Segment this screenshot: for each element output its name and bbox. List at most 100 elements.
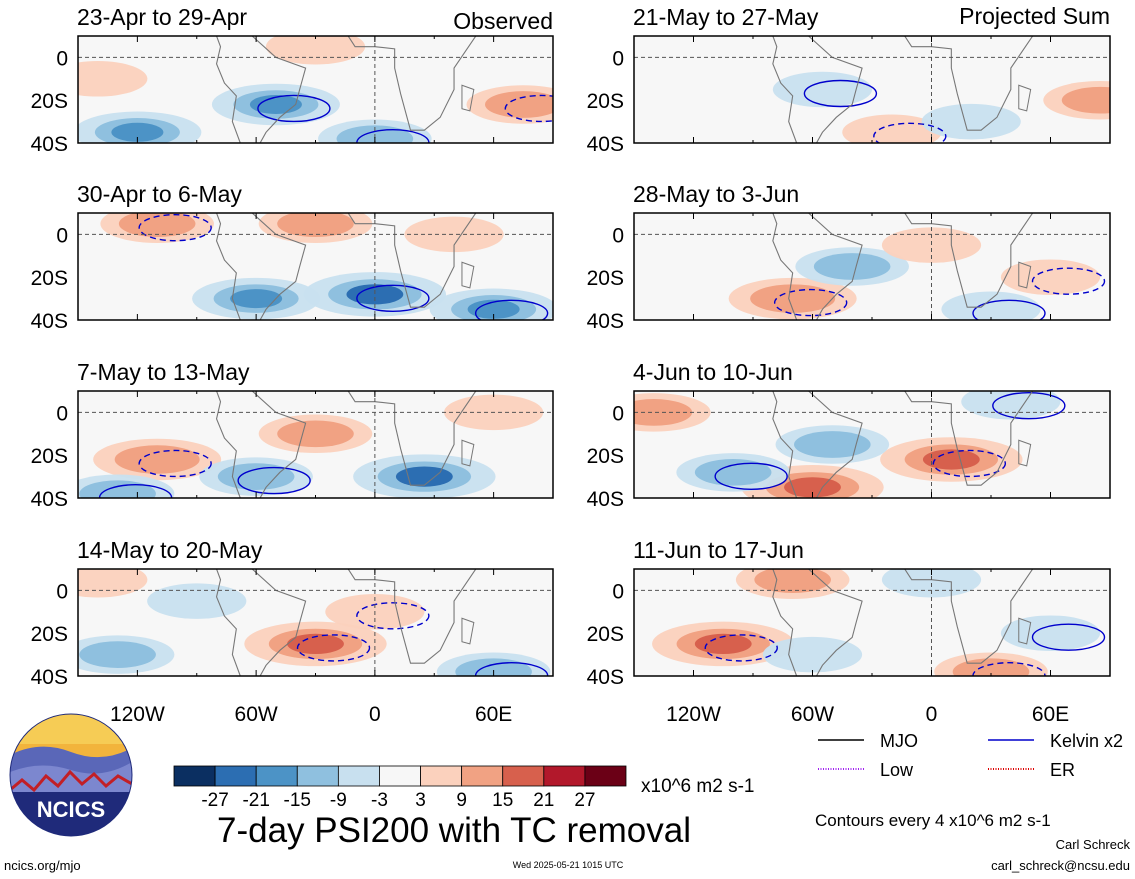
logo-text: NCICS (37, 797, 105, 822)
map-panel: 0 20S 40S 21-May to 27-May (587, 4, 1111, 156)
coastline-south-america (215, 569, 307, 676)
anomaly-core (277, 420, 354, 448)
anomaly-region (404, 216, 504, 253)
kelvin-contour (296, 634, 371, 662)
colorbar-swatch (337, 765, 380, 787)
longitude-tick-label: 60W (791, 703, 834, 726)
anomaly-core (217, 463, 295, 490)
panel-period-title: 7-May to 13-May (77, 359, 250, 385)
kelvin-contour (1031, 623, 1106, 651)
kelvin-contour (474, 299, 549, 320)
kelvin-contour (873, 122, 947, 143)
colorbar-swatch (255, 765, 298, 787)
anomaly-region (921, 103, 1021, 140)
anomaly-region (78, 61, 148, 97)
latitude-tick-label: 20S (31, 267, 68, 290)
coastline-madagascar (461, 261, 475, 289)
kelvin-contour (714, 462, 788, 491)
latitude-tick-label: 40S (31, 133, 68, 156)
coastline-africa (904, 569, 1034, 664)
kelvin-contour (932, 449, 1007, 478)
panel-period-title: 11-Jun to 17-Jun (633, 537, 804, 563)
kelvin-contour (773, 288, 848, 317)
colorbar-tick-label: -3 (371, 790, 388, 811)
coastline-madagascar (461, 439, 475, 467)
contour-note: Contours every 4 x10^6 m2 s-1 (815, 811, 1051, 830)
colorbar-swatch (214, 765, 257, 787)
ncics-logo: NCICS (9, 713, 133, 837)
footer-timestamp: Wed 2025-05-21 1015 UTC (513, 860, 624, 870)
anomaly-core (794, 431, 871, 458)
coastline-africa (347, 36, 477, 131)
coastline-madagascar (461, 617, 475, 645)
anomaly-core (277, 213, 354, 238)
latitude-tick-label: 20S (31, 90, 68, 113)
coastline-madagascar (1018, 84, 1032, 112)
coastline-madagascar (461, 84, 475, 112)
panel-period-title: 23-Apr to 29-Apr (77, 4, 247, 30)
colorbar-swatch (461, 765, 504, 787)
longitude-tick-label: 120W (666, 703, 721, 726)
colorbar-tick-label: -27 (201, 790, 228, 811)
colorbar-tick-label: 9 (456, 790, 467, 811)
longitude-tick-label: 0 (926, 703, 938, 726)
colorbar-tick-label: -15 (284, 790, 311, 811)
anomaly-core (118, 213, 196, 238)
legend-label: ER (1050, 760, 1075, 780)
anomaly-peak (111, 122, 164, 142)
latitude-tick-label: 40S (587, 488, 624, 511)
anomaly-core (634, 399, 693, 426)
latitude-tick-label: 40S (31, 666, 68, 689)
latitude-tick-label: 0 (612, 47, 624, 70)
anomaly-region (1000, 259, 1101, 295)
kelvin-contour (138, 213, 212, 242)
map-panels: 0 20S 40S 23-Apr to 29-Apr 0 20S 40S 30-Apr to … (31, 4, 1111, 689)
anomaly-peak (249, 94, 302, 114)
map-panel: 0 20S 40S 28-May to 3-Jun (587, 181, 1111, 333)
anomaly-peak (230, 289, 283, 309)
colorbar-tick-label: -9 (330, 790, 347, 811)
coastline-madagascar (1018, 261, 1032, 289)
latitude-tick-label: 0 (56, 47, 68, 70)
latitude-tick-label: 20S (587, 267, 624, 290)
map-panel: 0 20S 40S 14-May to 20-May (31, 537, 554, 689)
anomaly-region (147, 583, 247, 619)
panel-period-title: 14-May to 20-May (77, 537, 263, 563)
kelvin-contour (972, 299, 1046, 320)
panel-period-title: 28-May to 3-Jun (633, 181, 799, 207)
kelvin-contour (1031, 267, 1106, 295)
anomaly-region (1000, 615, 1101, 651)
colorbar-tick-label: 27 (574, 790, 595, 811)
colorbar-tick-label: 21 (533, 790, 554, 811)
latitude-tick-label: 20S (587, 623, 624, 646)
colorbar-swatch (173, 765, 216, 787)
colorbar-swatch (420, 765, 463, 787)
projected-label: Projected Sum (959, 3, 1110, 29)
coastline-south-america (215, 213, 307, 320)
longitude-tick-label: 60E (475, 703, 512, 726)
kelvin-contour (356, 602, 430, 630)
anomaly-peak (346, 284, 404, 305)
longitude-tick-label: 60E (1032, 703, 1069, 726)
map-panel: 0 20S 40S 4-Jun to 10-Jun (587, 359, 1111, 511)
longitude-tick-label: 120W (110, 703, 165, 726)
latitude-tick-label: 40S (31, 488, 68, 511)
kelvin-contour (704, 634, 778, 662)
kelvin-contour (257, 94, 331, 123)
latitude-tick-label: 40S (587, 666, 624, 689)
latitude-tick-label: 0 (56, 224, 68, 247)
main-title: 7-day PSI200 with TC removal (217, 811, 691, 850)
latitude-tick-label: 20S (587, 445, 624, 468)
latitude-tick-label: 20S (31, 445, 68, 468)
coastline-south-america (772, 213, 863, 320)
legend-label: Kelvin x2 (1050, 731, 1123, 751)
colorbar-swatch (296, 765, 339, 787)
coastline-africa (347, 213, 477, 308)
coastline-south-america (215, 391, 307, 498)
anomaly-peak (131, 449, 184, 469)
anomaly-region (772, 71, 873, 108)
coastline-africa (347, 569, 477, 664)
panel-period-title: 4-Jun to 10-Jun (633, 359, 793, 385)
contour-legend: MJO Kelvin x2 Low ER (818, 731, 1123, 780)
